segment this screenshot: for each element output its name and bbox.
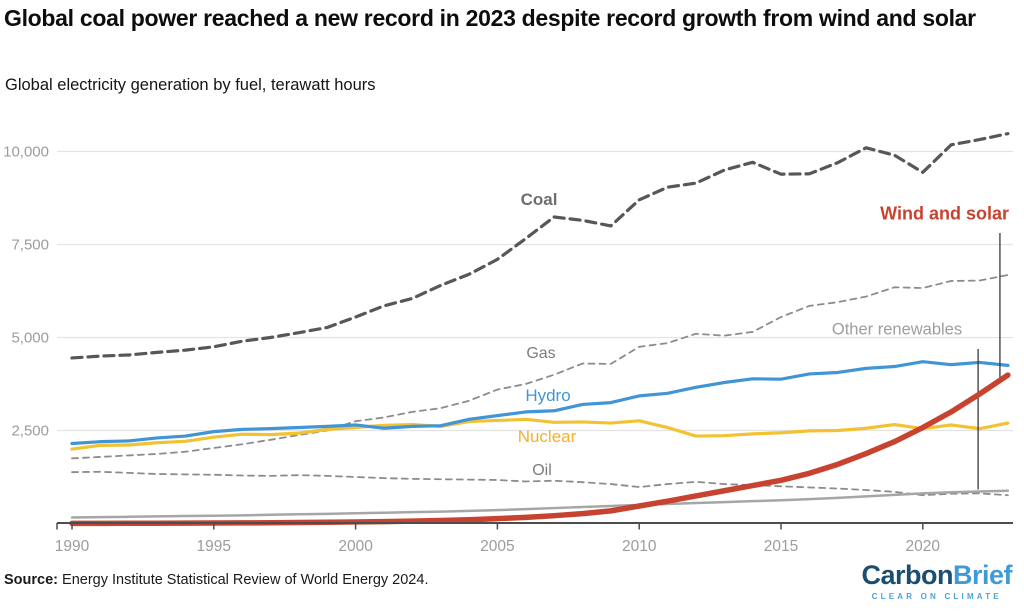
source-text: Energy Institute Statistical Review of W… [62,572,429,588]
logo-carbon: Carbon [861,560,953,590]
x-tick-label: 2010 [622,538,657,555]
logo-brief: Brief [952,560,1013,590]
x-tick-label: 2020 [906,538,941,555]
page-title: Global coal power reached a new record i… [4,5,976,31]
series-line-gas [71,274,1009,460]
series-label-wind-and-solar: Wind and solar [880,203,1009,224]
series-line-other_renewables [70,489,1010,519]
logo-tagline: CLEAR ON CLIMATE [871,592,1002,601]
x-tick-label: 1990 [55,538,90,555]
y-tick-label: 7,500 [11,237,49,254]
logo-wordmark: CarbonBrief [861,562,1012,589]
x-tick-label: 2005 [480,538,514,555]
series-label-gas: Gas [526,345,556,362]
carbonbrief-logo: CarbonBrief CLEAR ON CLIMATE [861,562,1012,602]
y-tick-label: 2,500 [11,423,49,440]
series-label-other-renewables: Other renewables [831,320,963,339]
y-tick-label: 10,000 [3,144,49,161]
series-label-oil: Oil [532,462,552,479]
series-label-coal: Coal [520,190,558,209]
series-label-hydro: Hydro [525,386,571,405]
x-tick-label: 1995 [197,538,231,555]
series-line-nuclear [70,417,1010,451]
series-label-nuclear: Nuclear [517,427,577,446]
x-tick-label: 2000 [338,538,373,555]
chart-subtitle: Global electricity generation by fuel, t… [5,76,376,94]
series-line-coal [70,132,1010,360]
series-line-hydro [70,360,1010,446]
y-tick-label: 5,000 [11,330,49,347]
source-label: Source: [4,572,58,588]
series-line-oil [71,470,1009,497]
x-tick-label: 2015 [764,538,798,555]
source-note: Source: Energy Institute Statistical Rev… [4,572,428,588]
